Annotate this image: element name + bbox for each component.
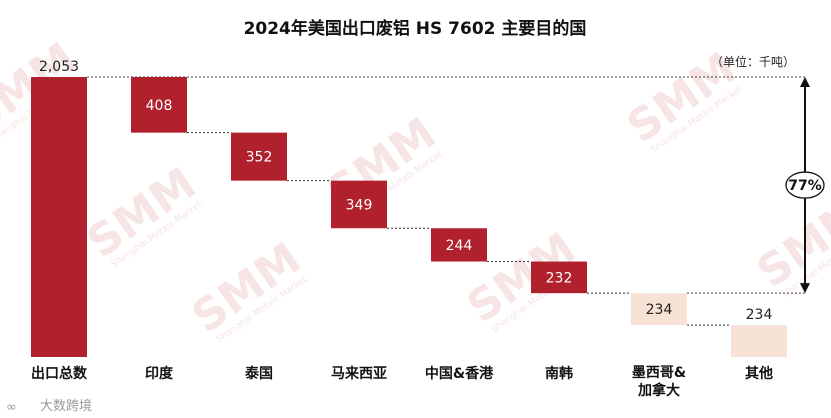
bar-label: 352 [246,150,273,166]
bracket-arrow-bottom [800,283,810,294]
category-label: 墨西哥&加拿大 [632,365,686,399]
bar-step [431,228,487,262]
category-label: 中国&香港 [425,365,494,382]
bar-label: 244 [446,238,473,254]
unit-note: （单位：千吨） [711,54,795,69]
connector-lines [87,76,805,326]
bracket-percent-oval [785,171,825,199]
bracket-arrow-top [800,77,810,87]
value-labels: 2,053 408 352 349 244 232 234 234 [39,59,772,323]
logo-icon: ∞ [6,400,17,415]
bar-label-total: 2,053 [39,59,79,75]
bar-total [31,77,87,357]
bar-label: 232 [546,270,573,286]
watermark-text: SMM [748,188,831,298]
bars [31,77,787,357]
bar-step [331,180,387,229]
bar-step [531,261,587,294]
bar-step [631,293,687,326]
corner-logo: ∞ 大数跨境 [6,399,92,415]
bar-label: 408 [146,98,173,114]
category-label: 马来西亚 [331,366,387,382]
bar-label: 349 [346,197,373,213]
category-label: 南韩 [545,365,573,382]
category-label: 印度 [145,365,174,382]
category-label: 其他 [745,365,773,382]
percent-bracket: 77% [785,77,825,294]
category-label: 泰国 [244,365,273,382]
bar-step [131,77,187,133]
chart-title: 2024年美国出口废铝 HS 7602 主要目的国 [244,18,587,39]
bar-label: 234 [646,302,673,318]
bar-step [231,132,287,181]
bar-step [731,325,787,357]
category-label: 出口总数 [31,365,88,382]
bracket-percent-label: 77% [788,178,822,194]
category-labels: 出口总数 印度 泰国 马来西亚 中国&香港 南韩 墨西哥&加拿大 其他 [31,365,773,399]
bar-label: 234 [746,307,773,323]
corner-logo-text: 大数跨境 [40,399,92,414]
